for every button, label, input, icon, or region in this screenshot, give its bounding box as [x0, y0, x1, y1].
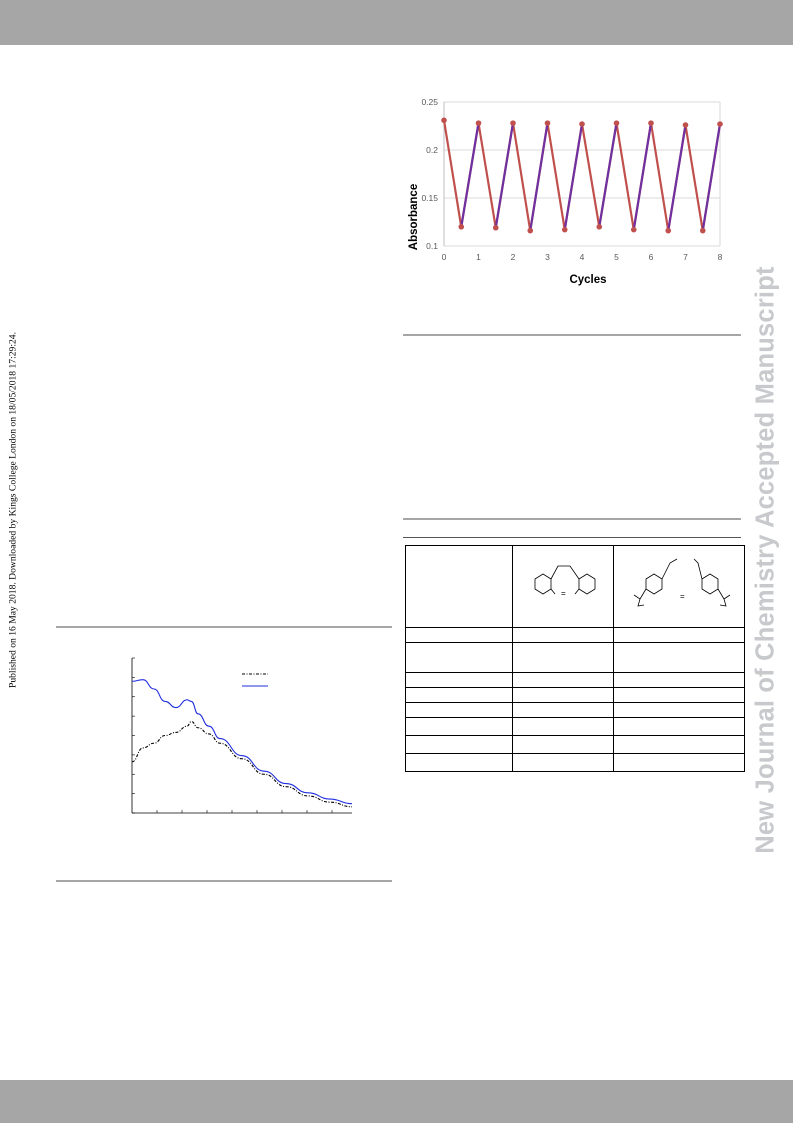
spectrum-chart [131, 657, 353, 814]
table-row [405, 717, 745, 736]
x-tick-label: 7 [683, 252, 688, 262]
data-point [441, 117, 447, 124]
data-table: = = [405, 545, 745, 775]
data-point [630, 226, 637, 233]
table-cell [512, 735, 614, 754]
table-cell [405, 642, 513, 673]
table-cell [613, 735, 745, 754]
table-cell [613, 717, 745, 736]
table-cell [405, 717, 513, 736]
x-axis-label: Cycles [569, 274, 606, 286]
table-header-cell: = [512, 545, 614, 628]
table-cell [512, 672, 614, 688]
series-segment [667, 124, 687, 231]
data-point [613, 120, 620, 126]
svg-text:=: = [680, 592, 685, 601]
data-point [648, 120, 654, 126]
series-segment [494, 122, 515, 228]
data-point [458, 224, 465, 230]
data-point [717, 121, 723, 127]
y-tick-label: 0.2 [426, 145, 438, 155]
data-point [544, 120, 551, 126]
table-header-cell [405, 545, 513, 628]
data-point [699, 227, 706, 234]
table-cell [405, 687, 513, 703]
y-tick-label: 0.25 [421, 97, 438, 107]
table-header-cell: = [613, 545, 745, 628]
series-segment [701, 123, 722, 231]
table-cell [613, 753, 745, 772]
figure-bottom-rule [56, 880, 392, 882]
table-cell [613, 672, 745, 688]
table-cell [405, 753, 513, 772]
table-cell [613, 642, 745, 673]
table-header-rule [403, 537, 741, 538]
table-cell [512, 627, 614, 643]
x-tick-label: 4 [580, 252, 585, 262]
x-tick-label: 8 [718, 252, 723, 262]
x-tick-label: 5 [614, 252, 619, 262]
table-cell [405, 627, 513, 643]
y-tick-label: 0.1 [426, 241, 438, 251]
series-segment [598, 122, 618, 227]
table-cell [512, 687, 614, 703]
y-tick-label: 0.15 [421, 193, 438, 203]
series-line [131, 720, 353, 808]
data-point [579, 121, 585, 127]
table-row [405, 735, 745, 754]
y-axis-label: Absorbance [408, 184, 420, 250]
x-tick-label: 6 [649, 252, 654, 262]
table-cell [512, 702, 614, 718]
figure-top-rule [56, 626, 392, 628]
table-row [405, 642, 745, 673]
table-cell [613, 702, 745, 718]
table-cell [405, 735, 513, 754]
x-tick-label: 1 [476, 252, 481, 262]
data-point [492, 224, 499, 231]
data-point [527, 227, 534, 234]
table-row [405, 672, 745, 688]
table-cell [512, 642, 614, 673]
table-cell [613, 627, 745, 643]
table-row [405, 627, 745, 643]
structure-image-1: = [534, 565, 596, 598]
table-row [405, 753, 745, 772]
absorbance-cycles-chart: 0.25 0.2 0.15 0.1 0 1 2 3 4 5 6 7 8 Absorbance Cycl… [408, 97, 723, 286]
data-point [682, 122, 689, 128]
series-line [442, 120, 722, 232]
footer-band [0, 1080, 793, 1123]
table-top-rule [403, 518, 741, 520]
table-cell [613, 687, 745, 703]
table-cell [405, 672, 513, 688]
table-cell [512, 717, 614, 736]
data-point [475, 120, 482, 126]
data-point [665, 227, 672, 234]
table-row [405, 702, 745, 718]
series-line [131, 679, 353, 805]
series-segment [529, 122, 549, 231]
table-cell [512, 753, 614, 772]
series-segment [460, 122, 480, 227]
x-tick-label: 2 [511, 252, 516, 262]
x-tick-label: 3 [545, 252, 550, 262]
figure-caption-rule [403, 334, 741, 336]
data-point [561, 226, 568, 233]
series-segment [563, 123, 584, 230]
series-segment [632, 122, 653, 230]
svg-text:=: = [561, 589, 566, 598]
table-row [405, 687, 745, 703]
structure-image-2: = [633, 558, 731, 606]
table-cell [405, 702, 513, 718]
header-band [0, 0, 793, 45]
x-tick-label: 0 [442, 252, 447, 262]
data-point [596, 224, 603, 230]
data-point [510, 120, 516, 126]
